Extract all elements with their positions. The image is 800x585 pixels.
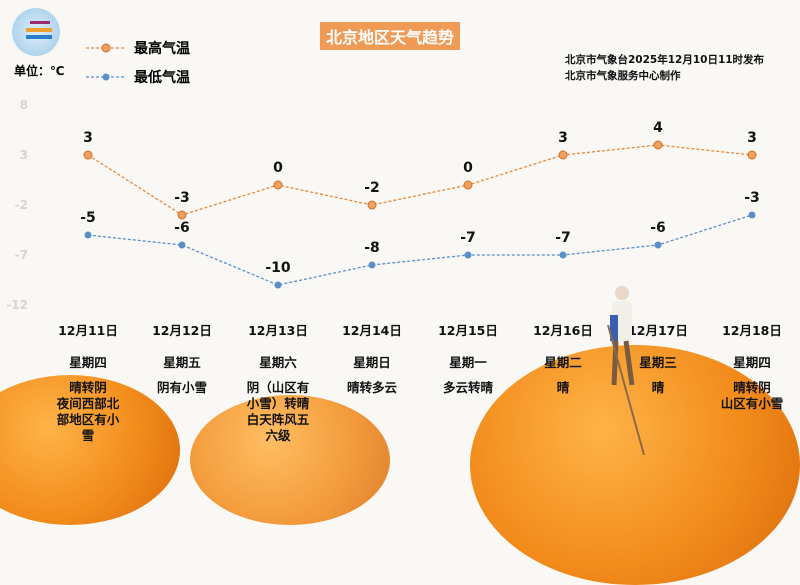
legend-item-low: 最低气温 (84, 67, 190, 87)
high-temp-point (463, 180, 473, 190)
low-temp-label: -6 (650, 220, 666, 236)
meteorological-service-logo (12, 8, 60, 56)
weather-line: 晴 (651, 380, 665, 395)
issuer-line: 北京市气象台2025年12月10日11时发布 (565, 54, 765, 66)
high-temp-point (747, 150, 757, 160)
temperature-chart: 8 3 -2 -7 -12 3 -3 0 -2 0 3 4 3 -5 -6 -10 -8 -7 -7 -6 -3 (6, 98, 760, 312)
weather-description: 晴 (515, 380, 611, 396)
legend-low-marker (86, 73, 126, 81)
low-temp-label: -10 (265, 260, 291, 276)
weather-line: 小雪）转晴 (246, 396, 310, 411)
issuer-line: 北京市气象服务中心制作 (565, 70, 681, 82)
low-temp-point (748, 211, 756, 219)
weekday-label: 星期四 (733, 355, 771, 370)
high-temp-point (558, 150, 568, 160)
date-label: 12月12日 (152, 323, 212, 338)
high-temp-label: 4 (653, 120, 663, 136)
weather-description: 晴 (610, 380, 706, 396)
weekday-label: 星期五 (163, 355, 201, 370)
unit-label: 单位：℃ (14, 64, 65, 78)
miniature-figure-decoration (607, 286, 645, 456)
y-tick-label: -2 (15, 198, 28, 212)
legend-label: 最低气温 (134, 70, 190, 86)
weekday-label: 星期一 (449, 355, 487, 370)
weather-description: 阴（山区有 小雪）转晴 白天阵风五 六级 (230, 380, 326, 444)
weather-line: 部地区有小 (56, 412, 120, 427)
legend-item-high: 最高气温 (84, 38, 190, 58)
weather-line: 晴 (556, 380, 570, 395)
y-tick-label: -12 (6, 298, 28, 312)
weather-line: 晴转阴 (69, 380, 107, 395)
low-temp-label: -5 (80, 210, 96, 226)
y-tick-label: -7 (15, 248, 28, 262)
weather-description: 阴有小雪 (134, 380, 230, 396)
high-temp-label: 0 (273, 160, 283, 176)
high-temp-point (653, 140, 663, 150)
high-temp-label: -2 (364, 180, 380, 196)
legend-label: 最高气温 (134, 41, 190, 57)
low-temp-label: -6 (174, 220, 190, 236)
high-temp-label: -3 (174, 190, 190, 206)
low-temp-label: -7 (555, 230, 571, 246)
weekday-label: 星期六 (259, 355, 297, 370)
low-temp-line (87, 214, 753, 286)
weather-description: 晴转多云 (324, 380, 420, 396)
low-temp-point (654, 241, 662, 249)
low-temp-label: -3 (744, 190, 760, 206)
y-tick-label: 8 (20, 98, 28, 112)
weather-line: 雪 (81, 428, 95, 443)
issuer-info: 北京市气象台2025年12月10日11时发布 北京市气象服务中心制作 (565, 52, 764, 84)
high-temp-point (367, 200, 377, 210)
legend-high-marker (86, 43, 126, 53)
weather-line: 六级 (265, 428, 291, 443)
chart-title: 北京地区天气趋势 (320, 22, 461, 50)
weather-line: 晴转阴 (733, 380, 771, 395)
date-label: 12月16日 (533, 323, 593, 338)
weekday-label: 星期四 (69, 355, 107, 370)
date-label: 12月14日 (342, 323, 402, 338)
low-temp-point (559, 251, 567, 259)
weather-description: 晴转阴 夜间西部北 部地区有小雪 (40, 380, 136, 444)
date-label: 12月11日 (58, 323, 118, 338)
high-temp-point (177, 210, 187, 220)
high-temp-label: 0 (463, 160, 473, 176)
high-temp-label: 3 (83, 130, 93, 146)
low-temp-point (464, 251, 472, 259)
low-temp-point (178, 241, 186, 249)
weather-description: 晴转阴 山区有小雪 (704, 380, 800, 412)
high-temp-point (83, 150, 93, 160)
low-temp-label: -7 (460, 230, 476, 246)
high-temp-line (87, 144, 753, 216)
date-label: 12月18日 (722, 323, 782, 338)
date-label: 12月15日 (438, 323, 498, 338)
weather-line: 白天阵风五 (246, 412, 310, 427)
weather-description: 多云转晴 (420, 380, 516, 396)
date-label: 12月13日 (248, 323, 308, 338)
weather-line: 阴有小雪 (156, 380, 207, 395)
weekday-label: 星期三 (639, 355, 677, 370)
low-temp-point (274, 281, 282, 289)
low-temp-label: -8 (364, 240, 380, 256)
date-label: 12月17日 (628, 323, 688, 338)
weather-line: 阴（山区有 (246, 380, 310, 395)
low-temp-point (368, 261, 376, 269)
weekday-label: 星期日 (353, 355, 391, 370)
high-temp-point (273, 180, 283, 190)
low-temp-point (84, 231, 92, 239)
weekday-label: 星期二 (544, 355, 582, 370)
weather-line: 山区有小雪 (720, 396, 784, 411)
weather-line: 夜间西部北 (56, 396, 120, 411)
high-temp-label: 3 (558, 130, 568, 146)
weather-line: 多云转晴 (442, 380, 493, 395)
y-tick-label: 3 (20, 148, 28, 162)
high-temp-label: 3 (747, 130, 757, 146)
weather-line: 晴转多云 (346, 380, 397, 395)
